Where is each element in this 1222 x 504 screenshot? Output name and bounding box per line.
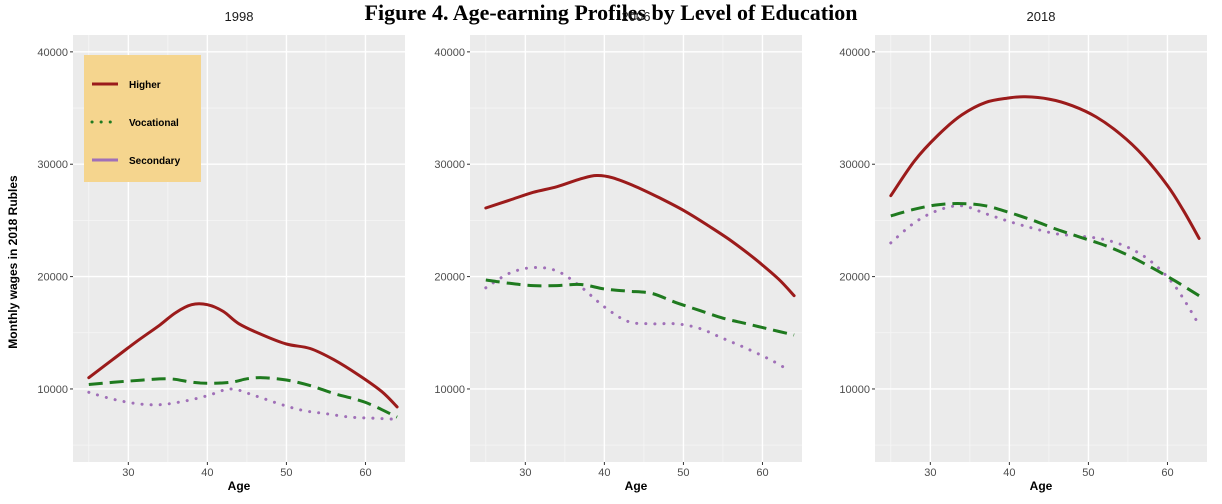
- panel-background: [470, 35, 802, 462]
- y-tick-label: 20000: [839, 272, 870, 284]
- panel-label: 1998: [225, 9, 254, 24]
- legend-label-vocational: Vocational: [129, 118, 179, 129]
- y-tick-label: 20000: [37, 272, 68, 284]
- y-tick-label: 40000: [839, 47, 870, 59]
- y-tick-label: 40000: [37, 47, 68, 59]
- x-tick-label: 60: [1161, 467, 1173, 479]
- series-line-vocational: [485, 278, 795, 337]
- x-tick-label: 40: [598, 467, 610, 479]
- x-tick-label: 60: [359, 467, 371, 479]
- y-axis-title: Monthly wages in 2018 Rubles: [6, 175, 20, 349]
- series-line-vocational: [88, 376, 398, 419]
- panel-label: 2006: [622, 9, 651, 24]
- y-tick-label: 40000: [434, 47, 465, 59]
- y-tick-label: 20000: [434, 272, 465, 284]
- series-line-higher: [484, 173, 796, 298]
- y-tick-label: 10000: [37, 384, 68, 396]
- y-tick-label: 10000: [434, 384, 465, 396]
- series-line-higher: [889, 95, 1201, 240]
- series-line-secondary: [484, 266, 788, 371]
- panel-2018: 2018 10000 20000 30000 40000 30 40 50 60 Age: [839, 9, 1207, 493]
- x-axis-title: Age: [625, 479, 648, 493]
- legend: Higher Vocational Secondary: [84, 55, 201, 182]
- y-tick-label: 10000: [839, 384, 870, 396]
- x-tick-label: 40: [1003, 467, 1015, 479]
- y-tick-label: 30000: [434, 159, 465, 171]
- series-line-vocational: [890, 202, 1200, 297]
- facet-panels: 1998 10000 20000 30000 40000 30 40 50 60 Age 2006 1…: [37, 9, 1207, 493]
- x-tick-label: 60: [756, 467, 768, 479]
- x-axis-title: Age: [228, 479, 251, 493]
- x-tick-label: 30: [122, 467, 134, 479]
- legend-label-higher: Higher: [129, 80, 161, 91]
- x-tick-label: 30: [924, 467, 936, 479]
- x-tick-label: 40: [201, 467, 213, 479]
- x-tick-label: 50: [280, 467, 292, 479]
- x-tick-label: 30: [519, 467, 531, 479]
- x-tick-label: 50: [677, 467, 689, 479]
- y-tick-label: 30000: [839, 159, 870, 171]
- series-line-higher: [87, 302, 399, 409]
- panel-2006: 2006 10000 20000 30000 40000 30 40 50 60 Age: [434, 9, 802, 493]
- panel-label: 2018: [1027, 9, 1056, 24]
- y-tick-label: 30000: [37, 159, 68, 171]
- chart-title: Figure 4. Age-earning Profiles by Level …: [365, 0, 858, 25]
- x-tick-label: 50: [1082, 467, 1094, 479]
- legend-label-secondary: Secondary: [129, 156, 181, 167]
- x-axis-title: Age: [1030, 479, 1053, 493]
